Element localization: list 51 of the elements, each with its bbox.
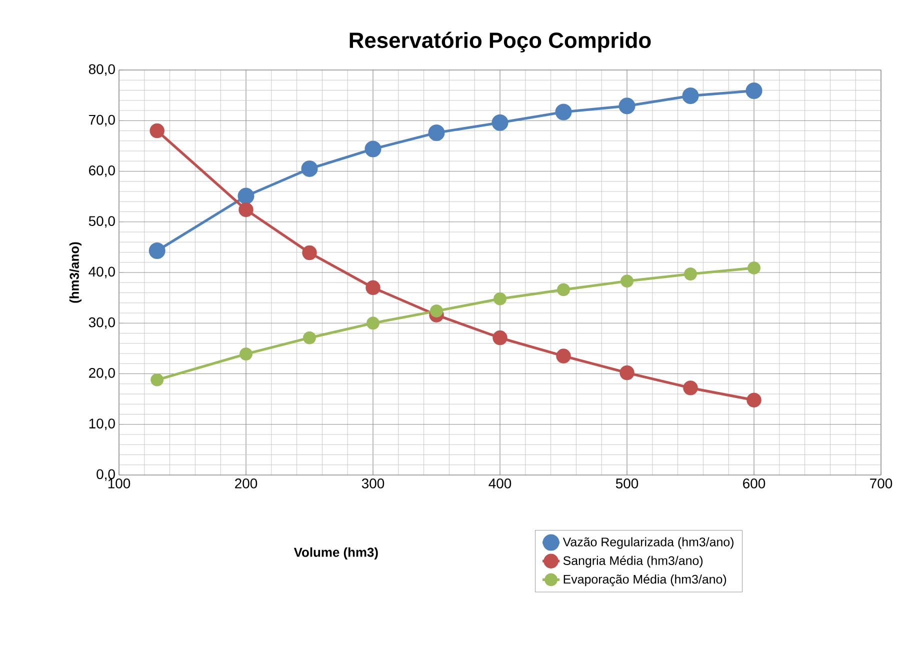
point bbox=[684, 268, 697, 280]
point bbox=[301, 160, 318, 177]
y-tick-label: 70,0 bbox=[89, 114, 115, 126]
legend-label: Sangria Média (hm3/ano) bbox=[563, 556, 703, 568]
y-tick-label: 30,0 bbox=[88, 317, 115, 329]
point bbox=[555, 104, 572, 120]
point bbox=[238, 202, 254, 218]
y-tick-label: 20,0 bbox=[89, 368, 115, 380]
point bbox=[557, 283, 570, 296]
y-tick-label: 60,0 bbox=[89, 165, 115, 178]
point bbox=[303, 331, 316, 344]
legend-label: Vazão Regularizada (hm3/ano) bbox=[562, 537, 734, 549]
x-tick-label: 500 bbox=[616, 478, 638, 488]
y-tick-label: 80,0 bbox=[88, 64, 115, 76]
point bbox=[746, 82, 762, 100]
point bbox=[620, 365, 634, 380]
point bbox=[683, 380, 698, 396]
point bbox=[556, 348, 571, 364]
x-tick-label: 300 bbox=[362, 478, 384, 488]
point bbox=[150, 123, 164, 138]
y-tick-label: 40,0 bbox=[88, 266, 115, 278]
x-tick-label: 200 bbox=[235, 478, 258, 488]
point bbox=[492, 114, 508, 131]
point bbox=[364, 140, 382, 158]
point bbox=[620, 274, 634, 288]
point bbox=[618, 98, 636, 114]
point bbox=[302, 245, 317, 260]
point bbox=[366, 316, 380, 330]
x-tick-label: 400 bbox=[488, 478, 512, 488]
point bbox=[430, 304, 443, 318]
y-tick-label: 10,0 bbox=[89, 418, 115, 430]
chart-title: Reservatório Poço Comprido bbox=[350, 32, 651, 52]
y-tick-label: 0,0 bbox=[96, 469, 115, 481]
point bbox=[494, 292, 506, 306]
x-axis-title: Volume (hm3) bbox=[294, 547, 378, 560]
point bbox=[238, 188, 254, 204]
point bbox=[748, 261, 760, 274]
point bbox=[150, 373, 164, 386]
point bbox=[682, 88, 699, 104]
x-tick-label: 700 bbox=[870, 478, 892, 488]
x-tick-label: 600 bbox=[743, 478, 766, 488]
point bbox=[746, 392, 762, 408]
point bbox=[148, 242, 166, 259]
point bbox=[428, 124, 445, 142]
point bbox=[240, 348, 252, 360]
x-tick-label: 100 bbox=[108, 478, 130, 488]
y-tick-label: 50,0 bbox=[88, 216, 115, 228]
point bbox=[366, 280, 380, 296]
y-axis-title: (hm3/ano) bbox=[69, 242, 82, 303]
point bbox=[492, 330, 508, 346]
legend-label: Evaporação Média (hm3/ano) bbox=[564, 574, 726, 586]
